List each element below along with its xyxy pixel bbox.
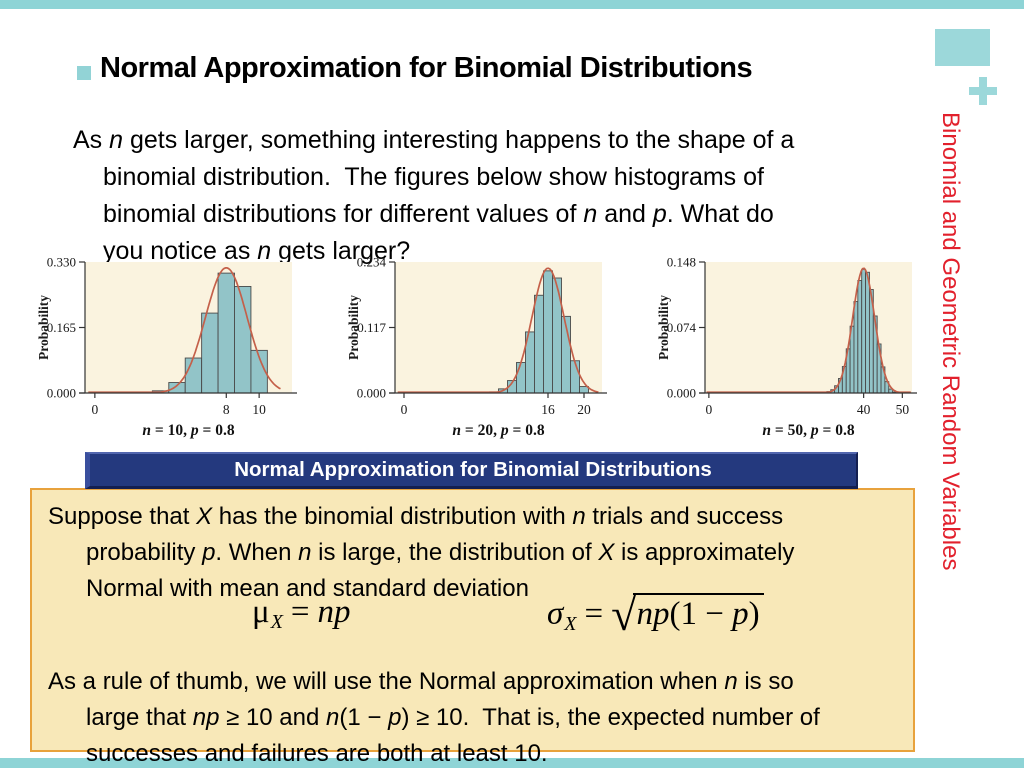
svg-text:50: 50: [896, 402, 910, 417]
plus-icon: [969, 77, 997, 105]
svg-text:0.074: 0.074: [667, 320, 697, 335]
svg-text:0: 0: [91, 402, 98, 417]
sidebar-chapter-title: Binomial and Geometric Random Variables: [937, 112, 964, 571]
svg-text:0.000: 0.000: [667, 386, 696, 401]
bottom-accent-bar: [0, 758, 1024, 768]
svg-text:10: 10: [252, 402, 266, 417]
svg-text:0: 0: [401, 402, 408, 417]
svg-text:20: 20: [577, 402, 591, 417]
mu-subscript: X: [270, 611, 283, 633]
sigma-symbol: σ: [547, 595, 564, 632]
histogram-n10: 0.000 0.165 0.330 0 8 10 Probability n = 10, p …: [38, 250, 330, 446]
definition-banner: Normal Approximation for Binomial Distri…: [85, 452, 858, 489]
intro-paragraph: As n gets larger, something interesting …: [73, 126, 795, 265]
svg-text:40: 40: [857, 402, 871, 417]
formula-standard-deviation: σX = √np(1 − p): [547, 588, 764, 641]
histogram-n20: 0.000 0.117 0.234 0 16 20 Probability n = 20, p…: [348, 250, 640, 446]
top-accent-bar: [0, 0, 1024, 9]
mu-symbol: μ: [252, 594, 270, 630]
page-title: Normal Approximation for Binomial Distri…: [100, 52, 753, 84]
formula-spacer: [48, 607, 897, 664]
radical-icon: √: [611, 589, 637, 640]
svg-text:0.165: 0.165: [47, 320, 76, 335]
svg-text:Probability: Probability: [658, 295, 671, 360]
svg-text:16: 16: [541, 402, 555, 417]
svg-text:0: 0: [705, 402, 712, 417]
svg-text:Probability: Probability: [348, 295, 361, 360]
svg-text:n = 10, p = 0.8: n = 10, p = 0.8: [142, 422, 234, 439]
svg-text:0.117: 0.117: [357, 320, 386, 335]
equals-sign: =: [290, 594, 310, 630]
svg-text:0.000: 0.000: [47, 386, 76, 401]
definition-banner-label: Normal Approximation for Binomial Distri…: [234, 458, 712, 481]
svg-text:0.000: 0.000: [357, 386, 386, 401]
histogram-n50: 0.000 0.074 0.148 0 40 50 Probability n = 50, p…: [658, 250, 950, 446]
corner-teal-rectangle: [935, 29, 990, 66]
definition-paragraph-1: Suppose that X has the binomial distribu…: [48, 503, 795, 602]
svg-text:0.234: 0.234: [357, 255, 387, 270]
title-bullet-square: [77, 66, 91, 80]
plus-icon-vertical: [979, 77, 987, 105]
definition-box: Suppose that X has the binomial distribu…: [30, 488, 915, 767]
formula-mean: μX = np: [252, 594, 351, 634]
sigma-subscript: X: [564, 612, 577, 635]
definition-paragraph-2: As a rule of thumb, we will use the Norm…: [48, 668, 820, 767]
svg-text:n = 50, p = 0.8: n = 50, p = 0.8: [762, 422, 854, 439]
radicand: np(1 − p): [633, 592, 764, 632]
svg-text:Probability: Probability: [38, 295, 51, 360]
svg-text:0.148: 0.148: [667, 255, 696, 270]
svg-text:n = 20, p = 0.8: n = 20, p = 0.8: [452, 422, 544, 439]
equals-sign: =: [584, 595, 604, 632]
svg-text:0.330: 0.330: [47, 255, 76, 270]
formula-mean-rhs: np: [317, 594, 351, 630]
svg-text:8: 8: [223, 402, 230, 417]
